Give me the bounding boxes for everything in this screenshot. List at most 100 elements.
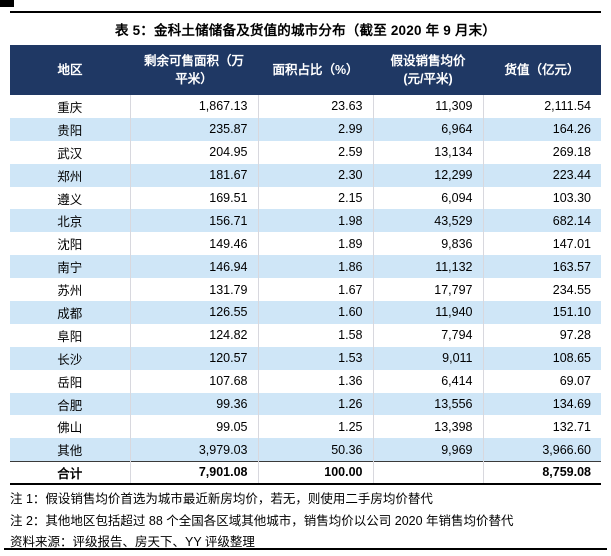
table-row: 佛山 99.05 1.25 13,398 132.71: [10, 415, 601, 439]
table-row: 阜阳 124.82 1.58 7,794 97.28: [10, 323, 601, 347]
price-cell: 13,398: [373, 415, 484, 439]
table-row: 沈阳 149.46 1.89 9,836 147.01: [10, 232, 601, 256]
share-cell: 100.00: [258, 460, 374, 486]
area-cell: 126.55: [130, 301, 259, 324]
price-cell: 6,094: [373, 186, 484, 210]
value-cell: 134.69: [483, 392, 601, 416]
data-source: 资料来源：评级报告、房天下、YY 评级整理: [10, 535, 255, 549]
price-cell: 17,797: [373, 278, 484, 302]
price-cell: 9,836: [373, 232, 484, 256]
table-row: 苏州 131.79 1.67 17,797 234.55: [10, 278, 601, 302]
region-cell: 南宁: [10, 255, 131, 279]
area-cell: 156.71: [130, 209, 259, 233]
table-row: 成都 126.55 1.60 11,940 151.10: [10, 301, 601, 324]
table-row: 武汉 204.95 2.59 13,134 269.18: [10, 140, 601, 164]
region-cell: 遵义: [10, 186, 131, 210]
area-cell: 169.51: [130, 186, 259, 210]
value-cell: 269.18: [483, 140, 601, 164]
area-cell: 3,979.03: [130, 438, 259, 462]
table-row: 郑州 181.67 2.30 12,299 223.44: [10, 163, 601, 187]
share-cell: 50.36: [258, 438, 374, 462]
region-cell: 重庆: [10, 95, 131, 118]
share-cell: 1.26: [258, 392, 374, 416]
area-cell: 235.87: [130, 117, 259, 141]
table-row: 岳阳 107.68 1.36 6,414 69.07: [10, 369, 601, 393]
share-cell: 23.63: [258, 95, 374, 118]
area-cell: 181.67: [130, 163, 259, 187]
header-assumed-price: 假设销售均价 (元/平米): [373, 45, 483, 95]
value-cell: 132.71: [483, 415, 601, 439]
area-cell: 99.05: [130, 415, 259, 439]
header-row: 地区 剩余可售面积（万 平米） 面积占比（%） 假设销售均价 (元/平米) 货值…: [10, 45, 601, 95]
share-cell: 1.58: [258, 323, 374, 347]
table-row: 合肥 99.36 1.26 13,556 134.69: [10, 392, 601, 416]
area-cell: 120.57: [130, 346, 259, 370]
price-cell: 12,299: [373, 163, 484, 187]
table-row: 遵义 169.51 2.15 6,094 103.30: [10, 186, 601, 210]
footnote-1: 注 1：假设销售均价首选为城市最近新房均价，若无，则使用二手房均价替代: [10, 492, 433, 506]
region-cell: 贵阳: [10, 117, 131, 141]
price-cell: [373, 460, 484, 486]
price-cell: 9,969: [373, 438, 484, 462]
region-cell: 其他: [10, 438, 131, 462]
area-cell: 149.46: [130, 232, 259, 256]
value-cell: 8,759.08: [483, 460, 601, 486]
value-cell: 234.55: [483, 278, 601, 302]
price-cell: 7,794: [373, 323, 484, 347]
value-cell: 163.57: [483, 255, 601, 279]
area-cell: 99.36: [130, 392, 259, 416]
table-row: 重庆 1,867.13 23.63 11,309 2,111.54: [10, 95, 601, 118]
top-divider: [10, 11, 601, 13]
region-cell: 岳阳: [10, 369, 131, 393]
table-row: 贵阳 235.87 2.99 6,964 164.26: [10, 117, 601, 141]
value-cell: 108.65: [483, 346, 601, 370]
price-cell: 13,134: [373, 140, 484, 164]
area-cell: 204.95: [130, 140, 259, 164]
share-cell: 1.89: [258, 232, 374, 256]
share-cell: 2.59: [258, 140, 374, 164]
share-cell: 2.15: [258, 186, 374, 210]
header-total-value: 货值（亿元）: [483, 45, 601, 95]
region-cell: 郑州: [10, 163, 131, 187]
city-distribution-table: 地区 剩余可售面积（万 平米） 面积占比（%） 假设销售均价 (元/平米) 货值…: [10, 45, 601, 486]
value-cell: 147.01: [483, 232, 601, 256]
price-cell: 6,414: [373, 369, 484, 393]
region-cell: 北京: [10, 209, 131, 233]
price-cell: 11,132: [373, 255, 484, 279]
share-cell: 1.98: [258, 209, 374, 233]
share-cell: 1.67: [258, 278, 374, 302]
value-cell: 151.10: [483, 301, 601, 324]
area-cell: 107.68: [130, 369, 259, 393]
page-corner-mark: [0, 0, 14, 7]
region-cell: 成都: [10, 301, 131, 324]
header-sellable-area: 剩余可售面积（万 平米）: [130, 45, 258, 95]
price-cell: 13,556: [373, 392, 484, 416]
bottom-divider: [4, 548, 607, 550]
value-cell: 223.44: [483, 163, 601, 187]
share-cell: 2.30: [258, 163, 374, 187]
region-cell: 武汉: [10, 140, 131, 164]
total-row: 合计 7,901.08 100.00 8,759.08: [10, 460, 601, 486]
share-cell: 2.99: [258, 117, 374, 141]
value-cell: 682.14: [483, 209, 601, 233]
region-cell: 合肥: [10, 392, 131, 416]
value-cell: 69.07: [483, 369, 601, 393]
area-cell: 7,901.08: [130, 460, 259, 486]
table-row: 南宁 146.94 1.86 11,132 163.57: [10, 255, 601, 279]
table-title: 表 5：金科土储储备及货值的城市分布（截至 2020 年 9 月末）: [114, 23, 497, 38]
value-cell: 2,111.54: [483, 95, 601, 118]
value-cell: 3,966.60: [483, 438, 601, 462]
footnotes: 注 1：假设销售均价首选为城市最近新房均价，若无，则使用二手房均价替代 注 2：…: [10, 489, 604, 554]
value-cell: 164.26: [483, 117, 601, 141]
header-area-share: 面积占比（%）: [258, 45, 373, 95]
price-cell: 11,940: [373, 301, 484, 324]
region-cell: 阜阳: [10, 323, 131, 347]
price-cell: 9,011: [373, 346, 484, 370]
price-cell: 6,964: [373, 117, 484, 141]
table-row: 北京 156.71 1.98 43,529 682.14: [10, 209, 601, 233]
share-cell: 1.36: [258, 369, 374, 393]
table-row: 长沙 120.57 1.53 9,011 108.65: [10, 346, 601, 370]
region-cell: 合计: [10, 460, 131, 486]
share-cell: 1.25: [258, 415, 374, 439]
table-row: 其他 3,979.03 50.36 9,969 3,966.60: [10, 438, 601, 462]
